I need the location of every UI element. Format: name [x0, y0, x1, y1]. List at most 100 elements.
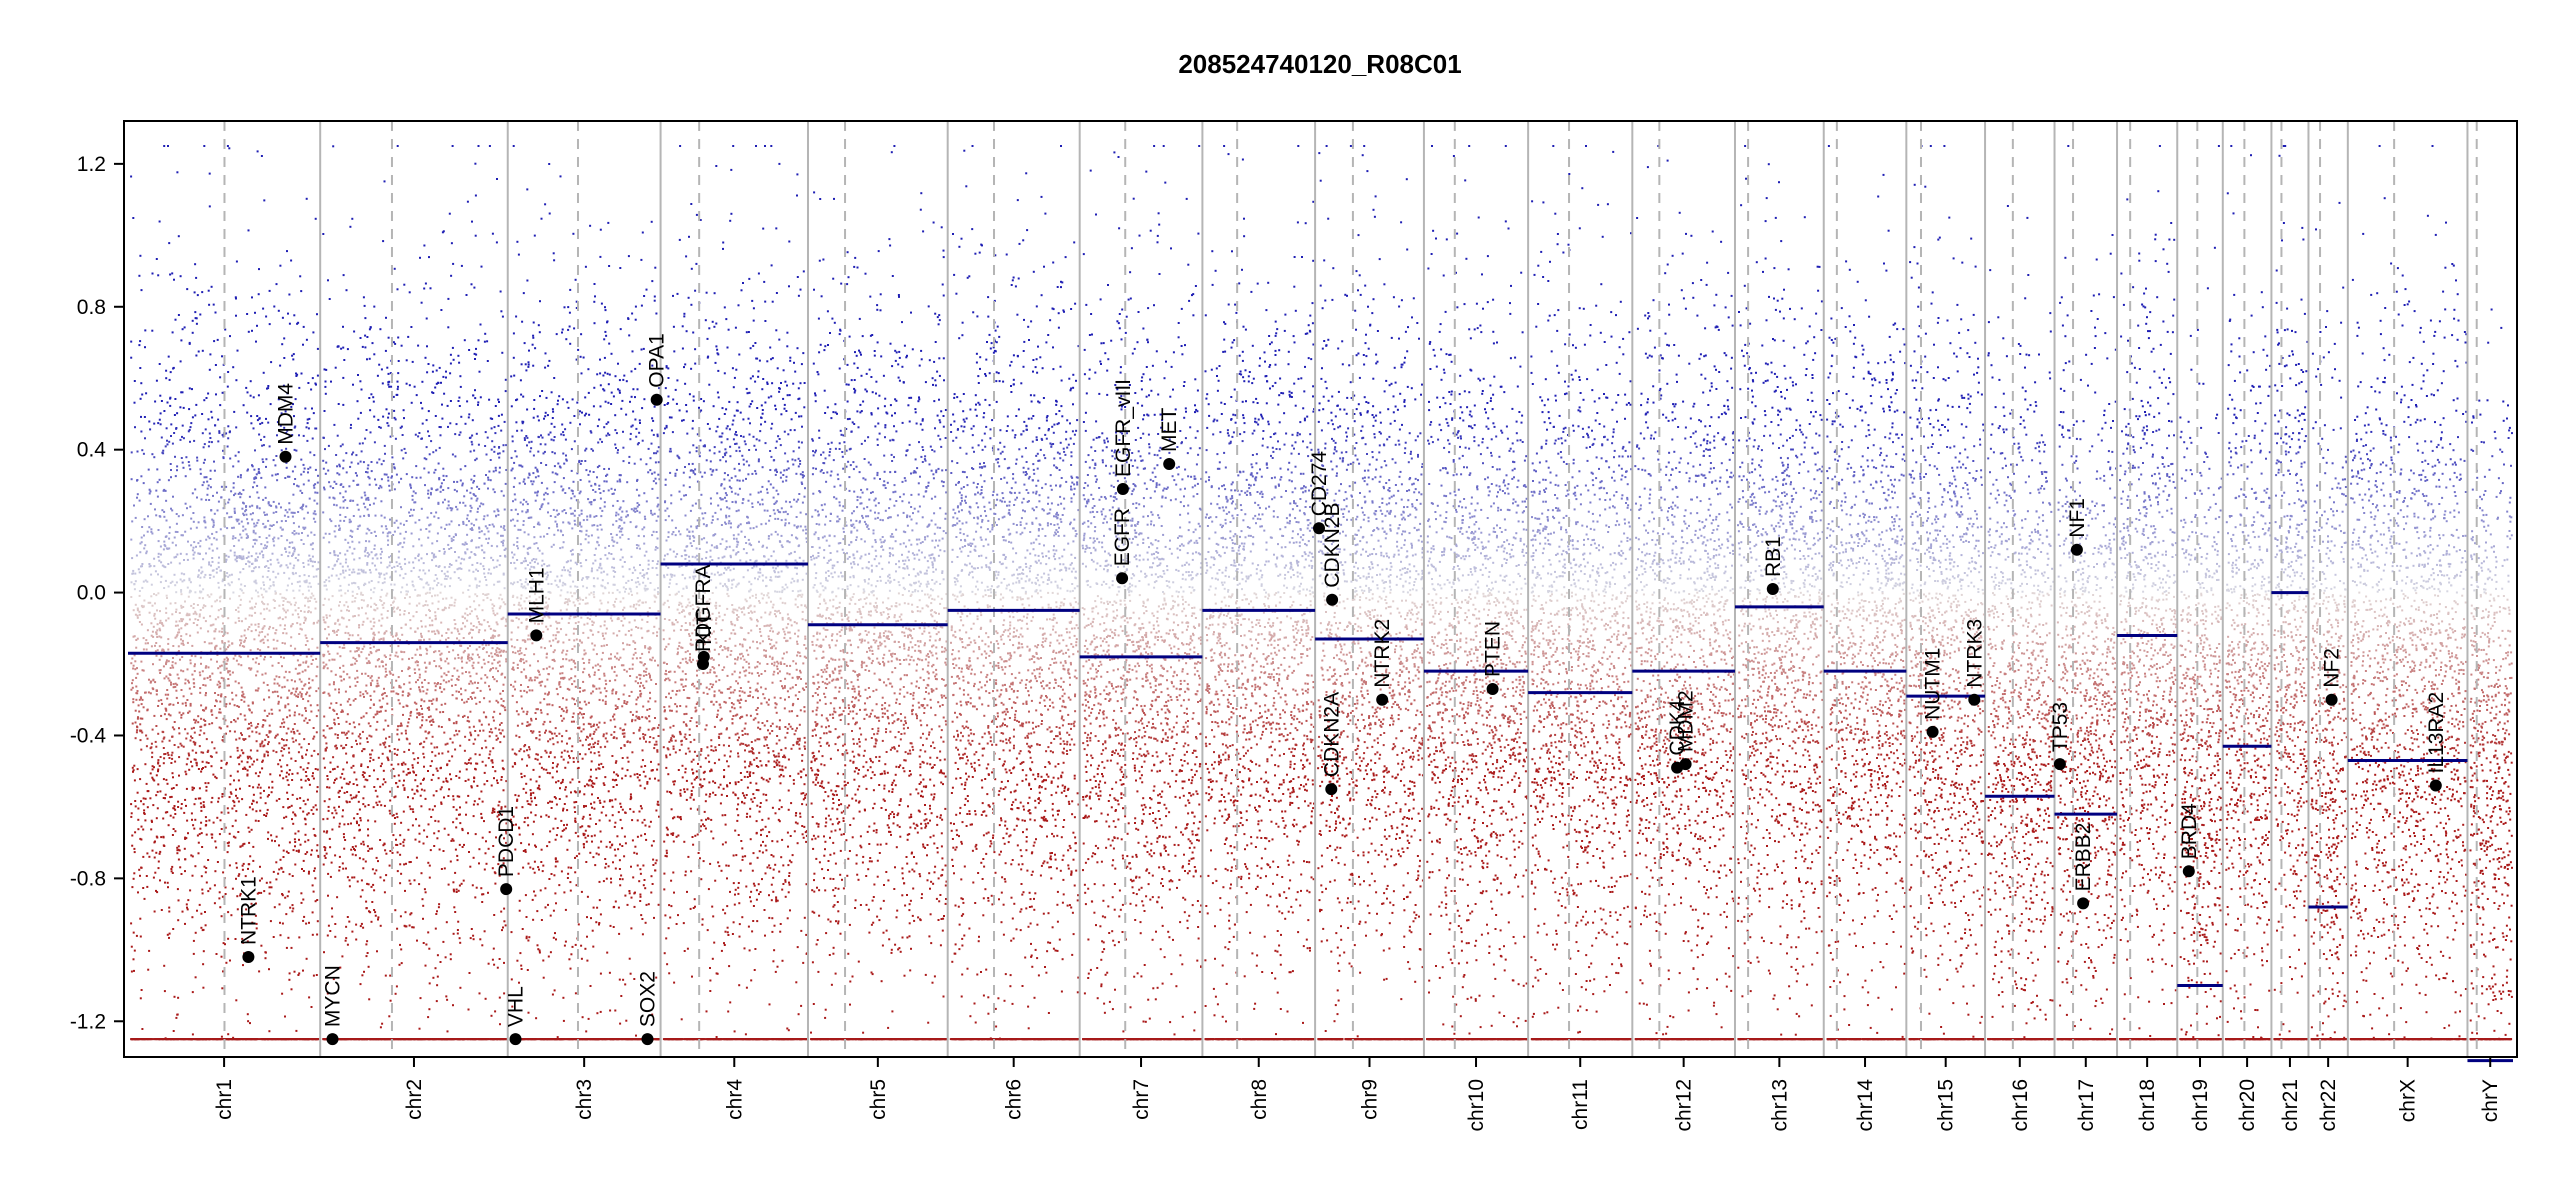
probe-point [242, 869, 244, 871]
probe-point [194, 743, 196, 745]
probe-point [284, 547, 286, 549]
probe-point [180, 579, 182, 581]
probe-point [200, 771, 202, 773]
probe-point [220, 528, 222, 530]
probe-point [239, 788, 241, 790]
probe-point [202, 963, 204, 965]
probe-point [131, 581, 133, 583]
probe-point [183, 812, 185, 814]
probe-point [310, 655, 312, 657]
probe-point [225, 962, 227, 964]
probe-point [249, 855, 251, 857]
probe-point [204, 724, 206, 726]
probe-point [315, 384, 317, 386]
probe-point [316, 492, 318, 494]
probe-point [179, 620, 181, 622]
probe-point [235, 820, 237, 822]
probe-point [238, 578, 240, 580]
probe-point [245, 387, 247, 389]
probe-point [245, 637, 247, 639]
probe-point [133, 970, 135, 972]
probe-point [153, 558, 155, 560]
probe-point [280, 766, 282, 768]
probe-point [219, 631, 221, 633]
probe-point [262, 628, 264, 630]
probe-point [255, 532, 257, 534]
probe-point [249, 831, 251, 833]
probe-point [168, 538, 170, 540]
probe-point [143, 606, 145, 608]
probe-point [205, 685, 207, 687]
probe-point [295, 450, 297, 452]
probe-point [266, 813, 268, 815]
probe-point [248, 229, 250, 231]
probe-point [167, 402, 169, 404]
probe-point [218, 686, 220, 688]
probe-point [287, 609, 289, 611]
probe-point [289, 715, 291, 717]
probe-point [308, 922, 310, 924]
probe-point [203, 145, 205, 147]
probe-point [310, 558, 312, 560]
probe-point [137, 891, 139, 893]
probe-point [190, 662, 192, 664]
probe-point [302, 662, 304, 664]
probe-point [221, 812, 223, 814]
probe-point [253, 581, 255, 583]
probe-point [227, 812, 229, 814]
probe-point [168, 441, 170, 443]
probe-point [188, 769, 190, 771]
probe-point [316, 850, 318, 852]
probe-point [145, 392, 147, 394]
probe-point [272, 627, 274, 629]
probe-point [286, 564, 288, 566]
probe-point [313, 412, 315, 414]
probe-point [298, 751, 300, 753]
probe-point [313, 736, 315, 738]
probe-point [284, 624, 286, 626]
probe-point [179, 659, 181, 661]
probe-point [230, 490, 232, 492]
probe-point [214, 870, 216, 872]
probe-point [267, 422, 269, 424]
probe-point [181, 689, 183, 691]
probe-point [283, 357, 285, 359]
probe-point [219, 708, 221, 710]
probe-point [294, 971, 296, 973]
probe-point [302, 698, 304, 700]
probe-point [218, 609, 220, 611]
probe-point [175, 625, 177, 627]
probe-point [316, 974, 318, 976]
probe-point [234, 655, 236, 657]
probe-point [255, 558, 257, 560]
probe-point [235, 810, 237, 812]
probe-point [230, 516, 232, 518]
probe-point [254, 543, 256, 545]
probe-point [190, 693, 192, 695]
probe-point [160, 620, 162, 622]
probe-point [219, 701, 221, 703]
probe-point [196, 527, 198, 529]
probe-point [284, 897, 286, 899]
probe-point [314, 598, 316, 600]
probe-point [211, 756, 213, 758]
probe-point [163, 836, 165, 838]
probe-point [196, 497, 198, 499]
probe-point [178, 677, 180, 679]
probe-point [266, 734, 268, 736]
probe-point [295, 691, 297, 693]
probe-point [261, 878, 263, 880]
probe-point [137, 792, 139, 794]
probe-point [267, 520, 269, 522]
probe-point [163, 489, 165, 491]
probe-point [159, 221, 161, 223]
probe-point [171, 866, 173, 868]
probe-point [186, 763, 188, 765]
probe-point [314, 561, 316, 563]
probe-point [295, 557, 297, 559]
probe-point [262, 719, 264, 721]
probe-point [213, 537, 215, 539]
probe-point [159, 419, 161, 421]
probe-point [289, 601, 291, 603]
probe-point [297, 559, 299, 561]
